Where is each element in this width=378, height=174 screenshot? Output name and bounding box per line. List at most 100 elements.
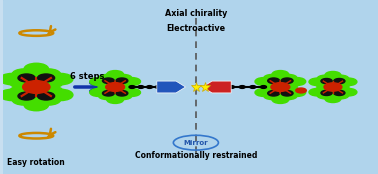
Circle shape bbox=[18, 74, 35, 82]
Circle shape bbox=[23, 81, 50, 93]
Circle shape bbox=[102, 78, 114, 84]
Circle shape bbox=[268, 78, 279, 84]
Circle shape bbox=[333, 75, 349, 83]
Circle shape bbox=[0, 73, 24, 85]
Circle shape bbox=[262, 86, 279, 94]
Circle shape bbox=[48, 89, 73, 101]
Circle shape bbox=[90, 78, 107, 85]
Text: Easy rotation: Easy rotation bbox=[8, 158, 65, 167]
Circle shape bbox=[90, 89, 107, 96]
Circle shape bbox=[324, 83, 342, 91]
Circle shape bbox=[239, 86, 245, 88]
Circle shape bbox=[18, 92, 35, 100]
Circle shape bbox=[129, 86, 135, 88]
Circle shape bbox=[115, 74, 132, 82]
Circle shape bbox=[280, 74, 297, 82]
Circle shape bbox=[115, 92, 132, 100]
Circle shape bbox=[317, 75, 333, 83]
Circle shape bbox=[281, 90, 293, 96]
Circle shape bbox=[155, 86, 161, 88]
Circle shape bbox=[12, 69, 36, 80]
Circle shape bbox=[147, 86, 153, 88]
Circle shape bbox=[260, 86, 266, 88]
Circle shape bbox=[341, 78, 357, 86]
Circle shape bbox=[107, 78, 124, 85]
Circle shape bbox=[48, 73, 73, 85]
Circle shape bbox=[321, 90, 332, 96]
Circle shape bbox=[117, 80, 134, 88]
Circle shape bbox=[24, 100, 48, 111]
Circle shape bbox=[102, 90, 114, 96]
Text: 6 steps: 6 steps bbox=[70, 72, 104, 81]
Circle shape bbox=[124, 89, 141, 96]
Circle shape bbox=[37, 92, 54, 100]
Circle shape bbox=[317, 92, 333, 99]
Circle shape bbox=[309, 88, 325, 96]
Circle shape bbox=[325, 72, 341, 79]
Circle shape bbox=[281, 78, 293, 84]
Circle shape bbox=[262, 80, 279, 88]
Circle shape bbox=[341, 88, 357, 96]
Circle shape bbox=[37, 74, 54, 82]
Circle shape bbox=[39, 77, 63, 88]
Circle shape bbox=[24, 73, 48, 85]
Circle shape bbox=[116, 90, 128, 96]
Circle shape bbox=[315, 86, 332, 94]
Circle shape bbox=[325, 95, 341, 102]
Circle shape bbox=[272, 89, 289, 96]
Circle shape bbox=[263, 74, 280, 82]
Circle shape bbox=[36, 69, 61, 80]
Circle shape bbox=[124, 78, 141, 85]
Polygon shape bbox=[157, 81, 186, 93]
Circle shape bbox=[289, 89, 306, 96]
Circle shape bbox=[138, 86, 144, 88]
Circle shape bbox=[106, 83, 125, 91]
Circle shape bbox=[334, 78, 345, 84]
Circle shape bbox=[98, 74, 115, 82]
Circle shape bbox=[282, 80, 299, 88]
Circle shape bbox=[289, 78, 306, 85]
Circle shape bbox=[117, 86, 134, 94]
Text: Conformationally restrained: Conformationally restrained bbox=[135, 151, 257, 160]
Circle shape bbox=[325, 78, 341, 86]
Circle shape bbox=[36, 94, 61, 105]
Circle shape bbox=[334, 90, 345, 96]
Circle shape bbox=[96, 80, 113, 88]
FancyBboxPatch shape bbox=[3, 0, 378, 174]
Circle shape bbox=[271, 83, 290, 91]
Circle shape bbox=[255, 78, 272, 85]
Circle shape bbox=[107, 96, 124, 103]
Circle shape bbox=[116, 78, 128, 84]
Circle shape bbox=[98, 92, 115, 100]
Circle shape bbox=[268, 90, 279, 96]
Circle shape bbox=[107, 89, 124, 96]
Circle shape bbox=[325, 88, 341, 96]
Circle shape bbox=[309, 78, 325, 86]
Circle shape bbox=[333, 92, 349, 99]
Circle shape bbox=[24, 63, 48, 74]
Circle shape bbox=[12, 94, 36, 105]
Circle shape bbox=[335, 80, 350, 88]
Circle shape bbox=[321, 78, 332, 84]
Circle shape bbox=[39, 86, 63, 97]
Circle shape bbox=[255, 89, 272, 96]
Circle shape bbox=[250, 86, 256, 88]
Circle shape bbox=[282, 86, 299, 94]
Circle shape bbox=[296, 88, 306, 93]
Circle shape bbox=[335, 86, 350, 94]
Circle shape bbox=[0, 89, 24, 101]
Text: Mirror: Mirror bbox=[184, 140, 208, 146]
Circle shape bbox=[280, 92, 297, 100]
Circle shape bbox=[9, 77, 34, 88]
Circle shape bbox=[315, 80, 332, 88]
Circle shape bbox=[229, 86, 235, 88]
Text: Electroactive: Electroactive bbox=[166, 24, 225, 33]
Circle shape bbox=[107, 71, 124, 78]
Circle shape bbox=[24, 89, 48, 101]
Polygon shape bbox=[203, 81, 231, 93]
Text: Axial chirality: Axial chirality bbox=[165, 9, 227, 18]
Circle shape bbox=[96, 86, 113, 94]
Circle shape bbox=[272, 71, 289, 78]
Circle shape bbox=[272, 78, 289, 85]
Circle shape bbox=[272, 96, 289, 103]
